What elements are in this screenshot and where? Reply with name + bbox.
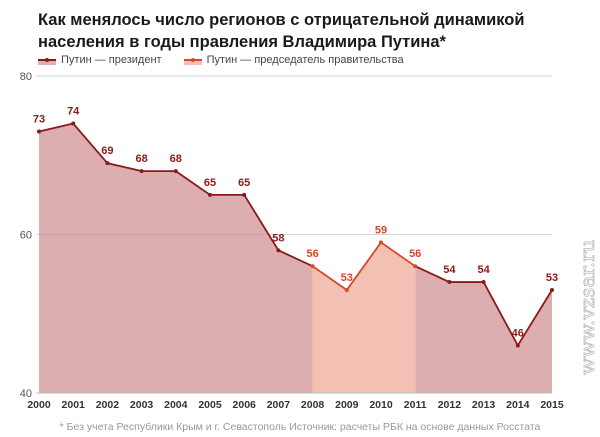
legend-item-president: Путин — президент bbox=[38, 54, 162, 66]
data-label-2011: 56 bbox=[409, 248, 421, 260]
data-point-2007 bbox=[276, 248, 281, 253]
data-point-2001 bbox=[71, 121, 76, 126]
x-tick-2011: 2011 bbox=[404, 399, 427, 411]
x-tick-2013: 2013 bbox=[472, 399, 496, 411]
x-tick-2002: 2002 bbox=[96, 399, 120, 411]
data-label-2002: 69 bbox=[101, 145, 113, 157]
data-label-2000: 73 bbox=[33, 113, 45, 125]
data-point-2009 bbox=[344, 287, 349, 292]
x-tick-2008: 2008 bbox=[301, 399, 325, 411]
data-point-2004 bbox=[173, 169, 178, 174]
x-tick-2005: 2005 bbox=[198, 399, 222, 411]
legend-swatch-president bbox=[38, 57, 56, 65]
legend-swatch-premier bbox=[183, 57, 202, 65]
x-tick-2000: 2000 bbox=[27, 399, 51, 411]
data-point-2002 bbox=[105, 161, 110, 166]
data-label-2004: 68 bbox=[170, 153, 182, 165]
footnote: * Без учета Республики Крым и г. Севасто… bbox=[59, 421, 541, 433]
x-tick-2003: 2003 bbox=[130, 399, 154, 411]
data-label-2015: 53 bbox=[546, 272, 558, 284]
data-point-2010 bbox=[379, 240, 383, 245]
y-tick-80: 80 bbox=[20, 71, 32, 83]
data-point-2006 bbox=[242, 192, 247, 197]
data-label-2003: 68 bbox=[135, 153, 147, 165]
x-tick-2012: 2012 bbox=[438, 399, 462, 411]
data-point-2011 bbox=[413, 264, 418, 269]
x-tick-2006: 2006 bbox=[233, 399, 257, 411]
legend: Путин — президент Путин — председатель п… bbox=[38, 54, 404, 66]
data-label-2013: 54 bbox=[477, 264, 490, 276]
legend-label-premier: Путин — председатель правительства bbox=[206, 54, 404, 66]
x-tick-2010: 2010 bbox=[369, 399, 393, 411]
data-point-2012 bbox=[447, 280, 452, 285]
line-1-0 bbox=[312, 241, 416, 292]
data-point-2005 bbox=[208, 192, 212, 197]
legend-item-premier: Путин — председатель правительства bbox=[183, 54, 404, 66]
data-point-2013 bbox=[481, 280, 486, 285]
area-0-1 bbox=[415, 266, 552, 393]
x-tick-2009: 2009 bbox=[335, 399, 359, 411]
chart-title: Как менялось число регионов с отрицатель… bbox=[38, 11, 525, 51]
x-tick-2007: 2007 bbox=[267, 399, 291, 411]
watermark-text: www.vzsar.ru bbox=[575, 239, 599, 375]
data-label-2014: 46 bbox=[512, 327, 524, 339]
data-label-2010: 59 bbox=[375, 224, 387, 236]
data-label-2006: 65 bbox=[238, 177, 250, 189]
data-point-2008 bbox=[310, 264, 315, 269]
data-label-2007: 58 bbox=[272, 232, 284, 244]
x-tick-2001: 2001 bbox=[62, 399, 86, 411]
area-0-0 bbox=[39, 123, 313, 394]
x-tick-2014: 2014 bbox=[506, 399, 530, 411]
watermark: www.vzsar.ru bbox=[575, 239, 600, 375]
data-label-2012: 54 bbox=[443, 264, 456, 276]
data-point-2015 bbox=[550, 287, 554, 292]
x-tick-2004: 2004 bbox=[164, 399, 188, 411]
y-tick-40: 40 bbox=[20, 388, 32, 400]
data-label-2008: 56 bbox=[306, 248, 318, 260]
data-label-2005: 65 bbox=[204, 177, 216, 189]
data-point-2014 bbox=[515, 343, 520, 348]
legend-label-president: Путин — президент bbox=[61, 54, 162, 66]
area-1-0 bbox=[312, 242, 416, 393]
y-tick-60: 60 bbox=[20, 230, 32, 242]
data-point-2003 bbox=[139, 169, 144, 174]
data-label-2009: 53 bbox=[341, 272, 353, 284]
data-label-2001: 74 bbox=[67, 106, 80, 118]
data-point-2000 bbox=[37, 129, 41, 134]
x-tick-2015: 2015 bbox=[540, 399, 564, 411]
